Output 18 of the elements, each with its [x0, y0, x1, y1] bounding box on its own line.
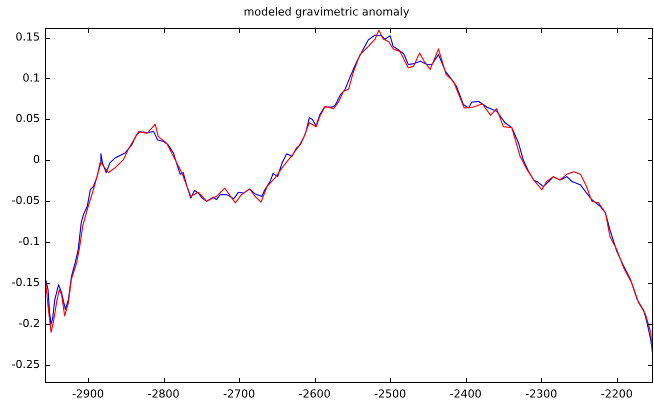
x-tick-label: -2300: [525, 387, 558, 400]
y-tick-label: -0.1: [18, 235, 40, 248]
y-tick-label: -0.15: [12, 276, 40, 289]
x-tick-label: -2700: [223, 387, 256, 400]
x-tick-label: -2400: [450, 387, 482, 400]
x-tick-label: -2600: [298, 387, 331, 400]
y-tick-label: -0.05: [12, 194, 40, 208]
y-tick-label: 0.1: [22, 71, 40, 84]
x-tick-label: -2500: [374, 387, 406, 400]
y-tick-label: 0.05: [16, 112, 40, 126]
y-tick-label: -0.2: [18, 316, 40, 330]
x-tick-label: -2200: [600, 387, 633, 400]
y-tick-label: 0.15: [16, 30, 40, 44]
chart-title: modeled gravimetric anomaly: [244, 5, 410, 18]
y-tick-label: 0: [33, 153, 40, 166]
x-tick-label: -2900: [72, 387, 104, 400]
x-tick-label: -2800: [148, 387, 180, 400]
y-tick-label: -0.25: [12, 358, 40, 371]
